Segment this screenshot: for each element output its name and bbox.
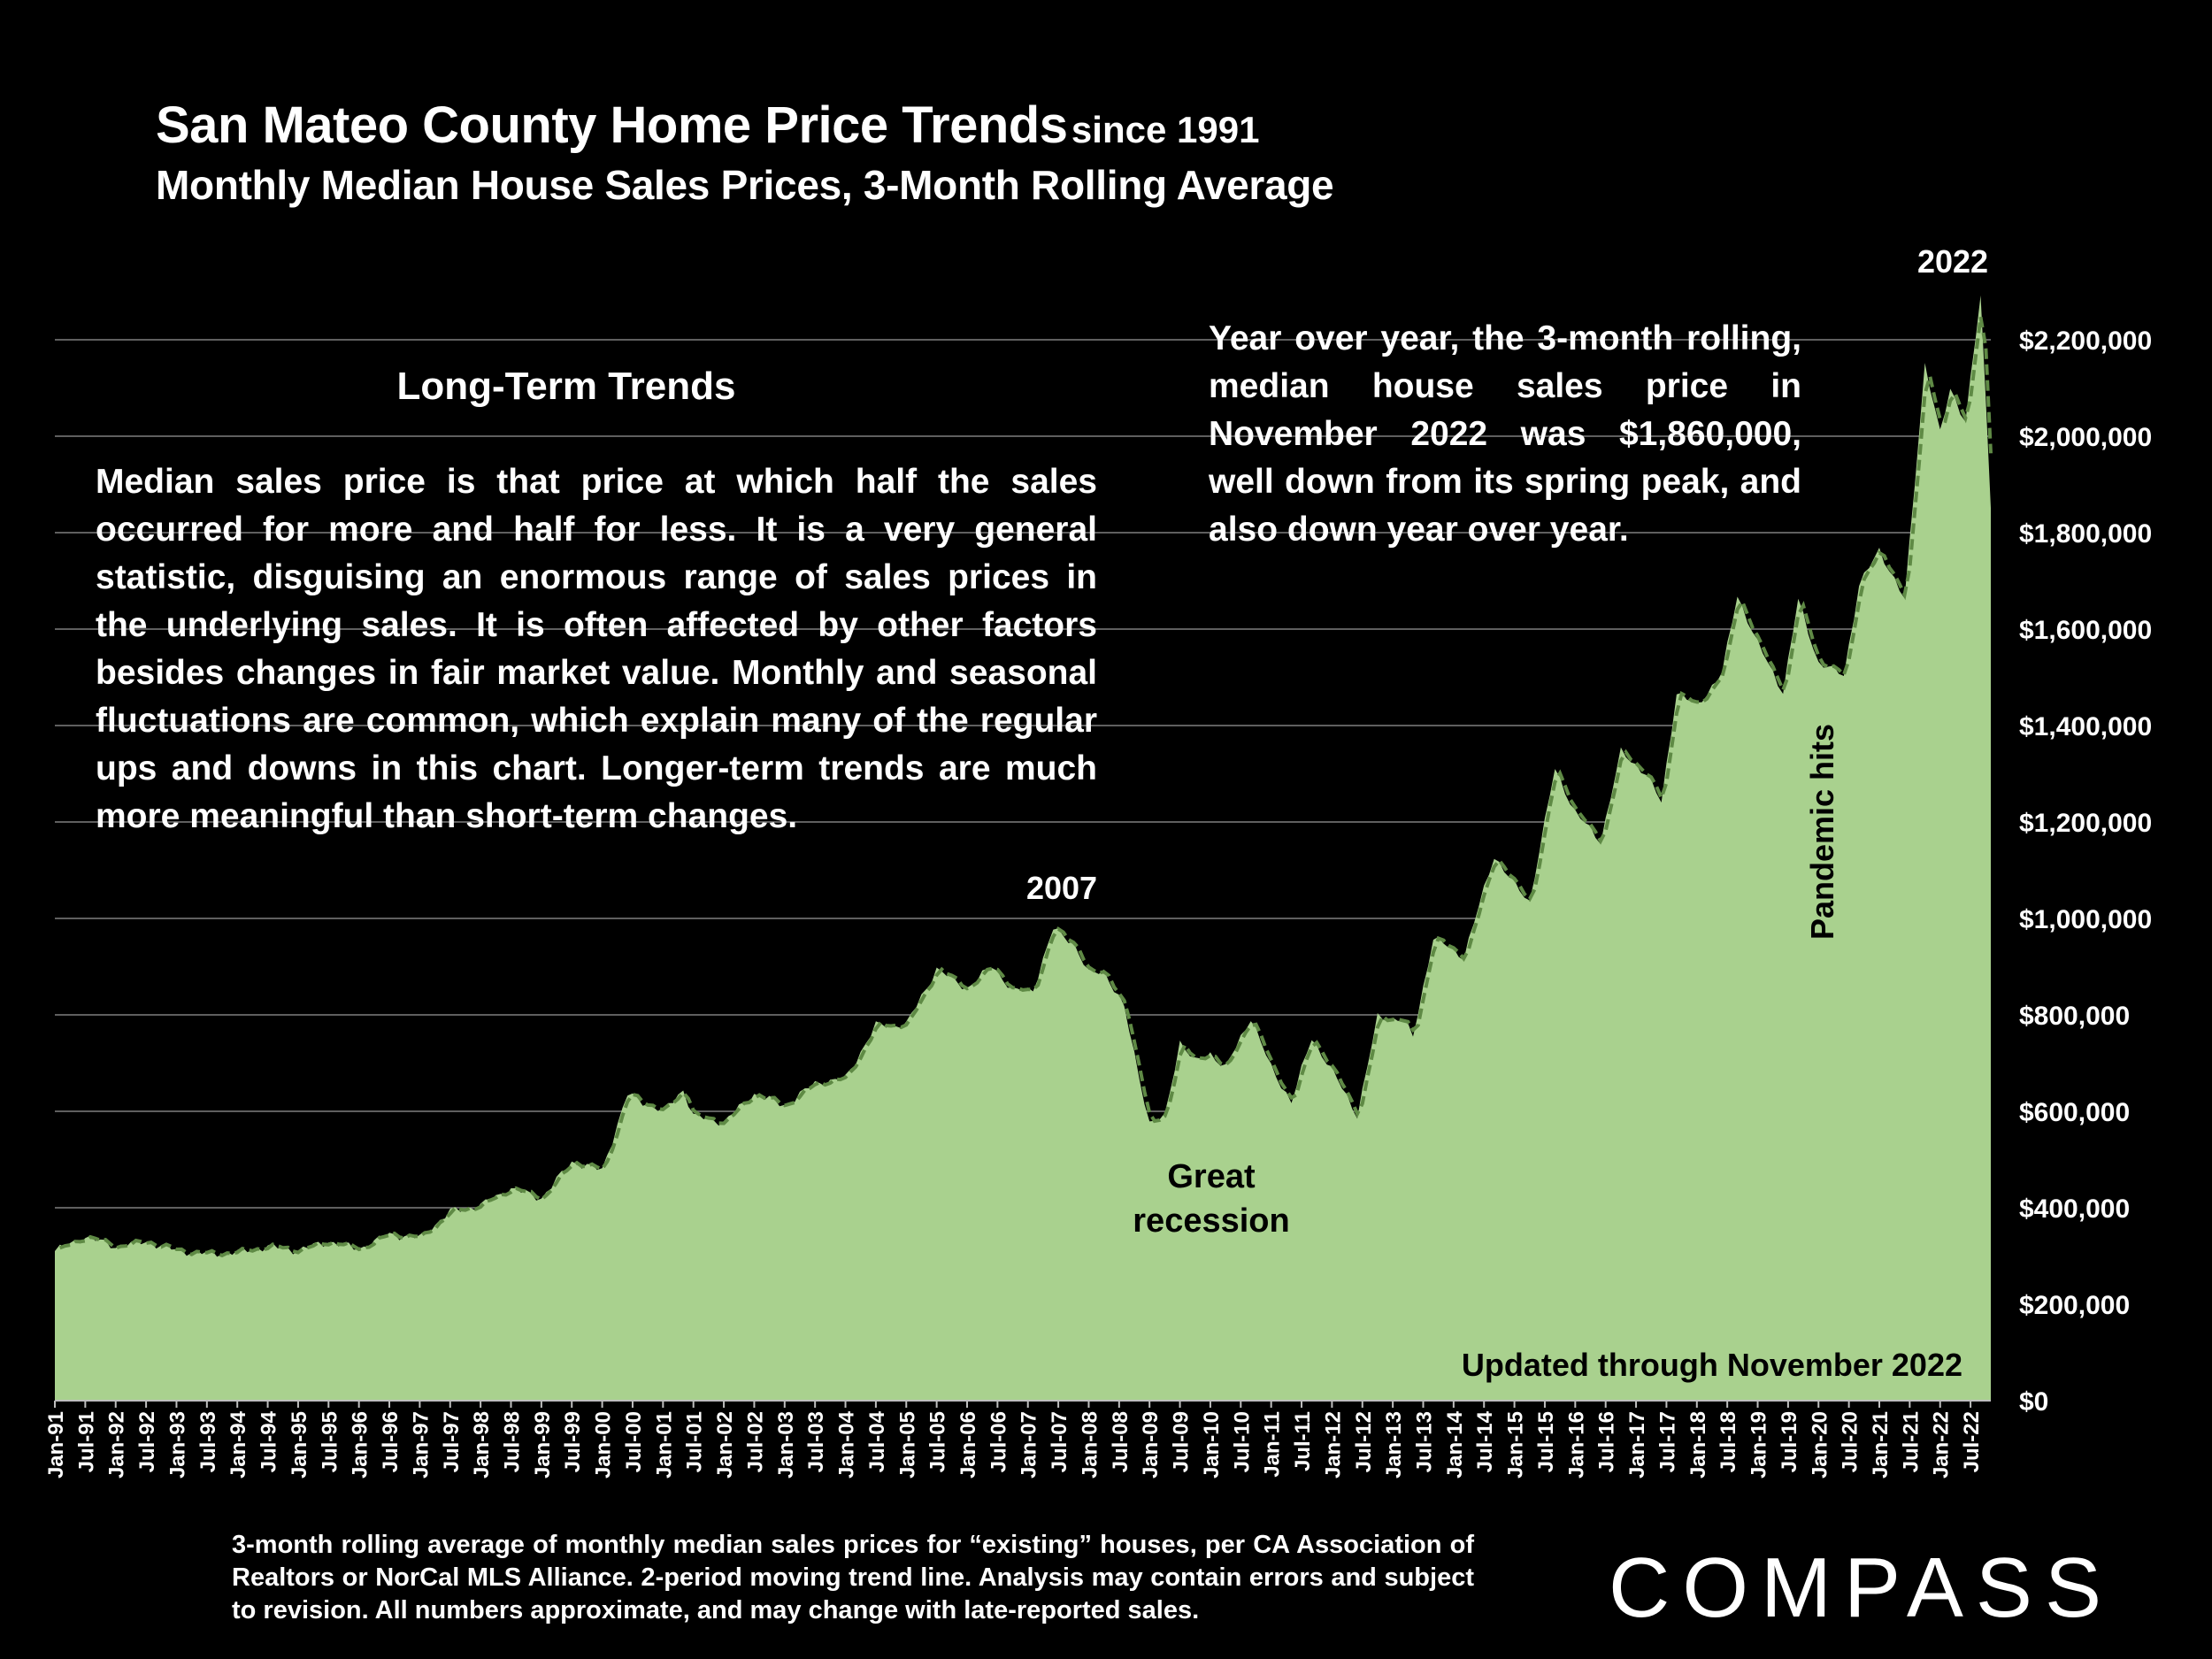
x-tick-label: Jul-02 [743, 1411, 767, 1472]
x-tick-label: Jan-21 [1869, 1411, 1893, 1479]
x-tick-label: Jan-04 [835, 1410, 859, 1479]
x-tick-label: Jul-19 [1778, 1411, 1801, 1472]
y-tick-label: $0 [2019, 1387, 2048, 1417]
x-tick-label: Jul-04 [865, 1410, 889, 1472]
x-tick-label: Jul-08 [1109, 1411, 1133, 1472]
x-tick-label: Jan-93 [165, 1411, 189, 1479]
x-tick-label: Jan-10 [1200, 1411, 1224, 1479]
chart-subtitle: Monthly Median House Sales Prices, 3-Mon… [156, 162, 1334, 208]
x-tick-label: Jan-94 [227, 1410, 250, 1479]
annotation-recession-line1: Great [1167, 1158, 1256, 1195]
x-tick-label: Jan-99 [531, 1411, 555, 1479]
x-tick-label: Jan-11 [1261, 1411, 1285, 1478]
y-tick-label: $2,200,000 [2019, 326, 2152, 356]
series-area-rolling-average [55, 295, 1991, 1401]
x-tick-label: Jul-05 [926, 1411, 950, 1472]
y-tick-label: $1,800,000 [2019, 519, 2152, 549]
x-tick-label: Jan-05 [895, 1411, 919, 1479]
compass-logo: COMPASS [1609, 1540, 2114, 1635]
x-tick-label: Jan-97 [409, 1411, 433, 1479]
long-term-heading: Long-Term Trends [396, 365, 736, 408]
x-tick-label: Jul-09 [1170, 1411, 1194, 1472]
x-tick-label: Jul-15 [1534, 1411, 1558, 1472]
annotation-2022: 2022 [1917, 243, 1988, 280]
x-tick-label: Jan-17 [1625, 1411, 1649, 1479]
x-tick-label: Jan-00 [592, 1411, 616, 1479]
x-tick-label: Jul-22 [1960, 1411, 1984, 1472]
y-tick-label: $600,000 [2019, 1098, 2130, 1127]
x-tick-label: Jan-16 [1564, 1411, 1588, 1479]
chart-title: San Mateo County Home Price Trends since… [156, 96, 1259, 155]
x-tick-label: Jul-12 [1352, 1411, 1376, 1472]
y-tick-label: $1,200,000 [2019, 809, 2152, 838]
x-tick-label: Jul-21 [1899, 1411, 1923, 1472]
trend-line [58, 317, 1993, 1258]
x-tick-label: Jan-12 [1321, 1411, 1345, 1479]
chart-title-main: San Mateo County Home Price Trends [156, 96, 1068, 154]
y-tick-label: $1,400,000 [2019, 712, 2152, 741]
annotation-recession-line2: recession [1133, 1202, 1289, 1240]
x-tick-label: Jan-14 [1443, 1410, 1467, 1479]
y-tick-label: $1,000,000 [2019, 905, 2152, 934]
x-tick-label: Jul-17 [1655, 1411, 1679, 1472]
x-tick-label: Jul-18 [1717, 1411, 1740, 1472]
annotation-pandemic: Pandemic hits [1804, 724, 1840, 940]
x-tick-label: Jul-03 [804, 1411, 828, 1472]
x-tick-label: Jan-08 [1078, 1411, 1102, 1479]
x-tick-label: Jul-00 [622, 1411, 646, 1472]
x-tick-label: Jul-14 [1473, 1410, 1497, 1472]
x-tick-label: Jan-02 [713, 1411, 737, 1479]
x-tick-label: Jul-01 [683, 1411, 707, 1472]
x-tick-label: Jan-07 [1018, 1411, 1041, 1479]
annotation-2007: 2007 [1026, 870, 1097, 906]
x-tick-label: Jan-92 [105, 1411, 129, 1479]
x-tick-label: Jul-10 [1230, 1411, 1254, 1472]
x-tick-label: Jul-95 [318, 1411, 342, 1472]
x-tick-label: Jan-18 [1686, 1411, 1710, 1479]
chart-title-suffix: since 1991 [1071, 109, 1260, 150]
y-tick-label: $400,000 [2019, 1194, 2130, 1224]
x-tick-label: Jul-96 [379, 1411, 403, 1472]
x-tick-label: Jan-09 [1139, 1411, 1163, 1479]
x-tick-label: Jul-98 [500, 1411, 524, 1472]
y-tick-label: $200,000 [2019, 1291, 2130, 1320]
x-tick-label: Jan-15 [1504, 1411, 1528, 1479]
x-tick-label: Jul-93 [196, 1411, 220, 1472]
yoy-note: Year over year, the 3-month rolling, med… [1209, 319, 1801, 549]
x-tick-label: Jul-99 [561, 1411, 585, 1472]
x-tick-label: Jul-20 [1839, 1411, 1863, 1472]
x-tick-label: Jul-07 [1048, 1411, 1071, 1472]
footer-note: 3-month rolling average of monthly media… [232, 1531, 1474, 1624]
x-tick-label: Jan-03 [774, 1411, 798, 1479]
x-tick-label: Jul-97 [440, 1411, 464, 1472]
x-tick-label: Jan-98 [470, 1411, 494, 1479]
x-tick-label: Jan-01 [652, 1411, 676, 1479]
x-tick-label: Jul-06 [987, 1411, 1010, 1472]
x-tick-label: Jul-13 [1412, 1411, 1436, 1472]
long-term-body: Median sales price is that price at whic… [96, 463, 1097, 835]
y-tick-label: $2,000,000 [2019, 423, 2152, 452]
x-tick-label: Jul-94 [257, 1410, 281, 1472]
x-tick-label: Jan-95 [288, 1411, 311, 1479]
x-tick-label: Jan-19 [1747, 1411, 1771, 1479]
x-tick-label: Jul-92 [135, 1411, 159, 1472]
x-tick-label: Jan-91 [44, 1411, 68, 1479]
x-tick-label: Jul-16 [1595, 1411, 1619, 1472]
y-tick-label: $800,000 [2019, 1002, 2130, 1031]
x-tick-label: Jul-11 [1291, 1411, 1315, 1471]
x-tick-label: Jan-06 [956, 1411, 980, 1479]
x-tick-label: Jan-20 [1808, 1411, 1832, 1479]
x-tick-label: Jan-13 [1382, 1411, 1406, 1479]
annotation-updated: Updated through November 2022 [1462, 1347, 1962, 1383]
x-tick-label: Jan-22 [1930, 1411, 1954, 1479]
x-tick-label: Jul-91 [74, 1411, 98, 1472]
y-tick-label: $1,600,000 [2019, 616, 2152, 645]
x-tick-label: Jan-96 [349, 1411, 373, 1479]
